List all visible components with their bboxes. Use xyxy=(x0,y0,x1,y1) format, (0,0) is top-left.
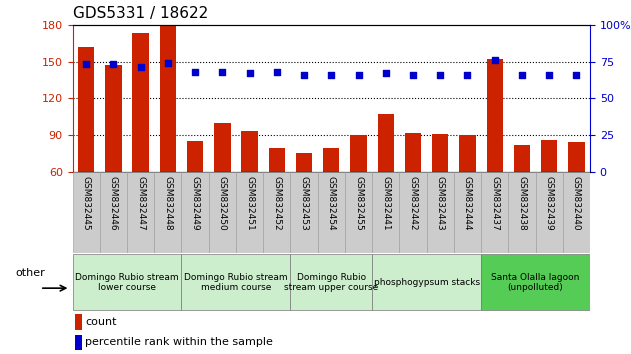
Point xyxy=(245,70,255,76)
Point xyxy=(571,72,581,78)
Point xyxy=(353,72,363,78)
Text: GSM832441: GSM832441 xyxy=(381,176,390,230)
Point xyxy=(326,72,336,78)
Text: GSM832438: GSM832438 xyxy=(517,176,526,230)
Bar xyxy=(269,148,285,172)
Bar xyxy=(296,153,312,172)
Point xyxy=(408,72,418,78)
Bar xyxy=(481,254,590,310)
Bar xyxy=(78,47,95,172)
Point xyxy=(435,72,445,78)
Bar xyxy=(399,172,427,253)
Bar xyxy=(214,123,230,172)
Bar xyxy=(481,172,509,253)
Bar xyxy=(427,172,454,253)
Text: GSM832448: GSM832448 xyxy=(163,176,172,230)
Text: GDS5331 / 18622: GDS5331 / 18622 xyxy=(73,6,208,21)
Bar xyxy=(209,172,236,253)
Bar xyxy=(405,132,421,172)
Bar xyxy=(372,172,399,253)
Text: Domingo Rubio stream
lower course: Domingo Rubio stream lower course xyxy=(75,273,179,292)
Bar xyxy=(487,59,503,172)
Bar xyxy=(182,254,290,310)
Bar xyxy=(236,172,263,253)
Bar xyxy=(105,65,122,172)
Point xyxy=(136,64,146,70)
Bar xyxy=(350,135,367,172)
Text: other: other xyxy=(15,268,45,279)
Text: GSM832446: GSM832446 xyxy=(109,176,118,230)
Text: GSM832439: GSM832439 xyxy=(545,176,553,230)
Bar xyxy=(432,134,449,172)
Bar xyxy=(568,142,584,172)
Text: GSM832445: GSM832445 xyxy=(81,176,91,230)
Text: count: count xyxy=(85,317,117,327)
Text: phosphogypsum stacks: phosphogypsum stacks xyxy=(374,278,480,287)
Bar xyxy=(454,172,481,253)
Text: Domingo Rubio stream
medium course: Domingo Rubio stream medium course xyxy=(184,273,288,292)
Bar xyxy=(372,254,481,310)
Bar xyxy=(154,172,182,253)
Text: GSM832450: GSM832450 xyxy=(218,176,227,230)
Bar xyxy=(160,26,176,172)
Bar xyxy=(345,172,372,253)
Text: percentile rank within the sample: percentile rank within the sample xyxy=(85,337,273,348)
Point xyxy=(517,72,527,78)
Bar xyxy=(187,141,203,172)
Bar xyxy=(541,140,557,172)
Point xyxy=(109,62,119,67)
Text: GSM832451: GSM832451 xyxy=(245,176,254,230)
Bar xyxy=(290,172,317,253)
Text: Santa Olalla lagoon
(unpolluted): Santa Olalla lagoon (unpolluted) xyxy=(492,273,580,292)
Bar xyxy=(563,172,590,253)
Bar xyxy=(514,145,530,172)
Bar xyxy=(377,114,394,172)
Bar xyxy=(509,172,536,253)
Bar xyxy=(76,335,81,350)
Bar xyxy=(459,135,476,172)
Bar xyxy=(127,172,154,253)
Text: GSM832447: GSM832447 xyxy=(136,176,145,230)
Text: GSM832440: GSM832440 xyxy=(572,176,581,230)
Bar xyxy=(73,172,100,253)
Bar xyxy=(76,314,81,330)
Point xyxy=(163,60,173,66)
Bar xyxy=(323,148,339,172)
Text: GSM832453: GSM832453 xyxy=(300,176,309,230)
Point xyxy=(81,62,91,67)
Point xyxy=(217,69,227,75)
Point xyxy=(190,69,200,75)
Bar xyxy=(133,33,149,172)
Point xyxy=(299,72,309,78)
Bar xyxy=(182,172,209,253)
Bar xyxy=(317,172,345,253)
Point xyxy=(380,70,391,76)
Point xyxy=(544,72,554,78)
Bar xyxy=(100,172,127,253)
Bar xyxy=(290,254,372,310)
Text: GSM832455: GSM832455 xyxy=(354,176,363,230)
Text: GSM832444: GSM832444 xyxy=(463,176,472,230)
Text: Domingo Rubio
stream upper course: Domingo Rubio stream upper course xyxy=(284,273,379,292)
Bar xyxy=(242,131,257,172)
Text: GSM832443: GSM832443 xyxy=(436,176,445,230)
Bar xyxy=(263,172,290,253)
Text: GSM832437: GSM832437 xyxy=(490,176,499,230)
Bar xyxy=(536,172,563,253)
Point xyxy=(490,57,500,63)
Text: GSM832449: GSM832449 xyxy=(191,176,199,230)
Text: GSM832442: GSM832442 xyxy=(408,176,418,230)
Text: GSM832452: GSM832452 xyxy=(273,176,281,230)
Point xyxy=(272,69,282,75)
Bar xyxy=(73,254,182,310)
Point xyxy=(463,72,473,78)
Text: GSM832454: GSM832454 xyxy=(327,176,336,230)
